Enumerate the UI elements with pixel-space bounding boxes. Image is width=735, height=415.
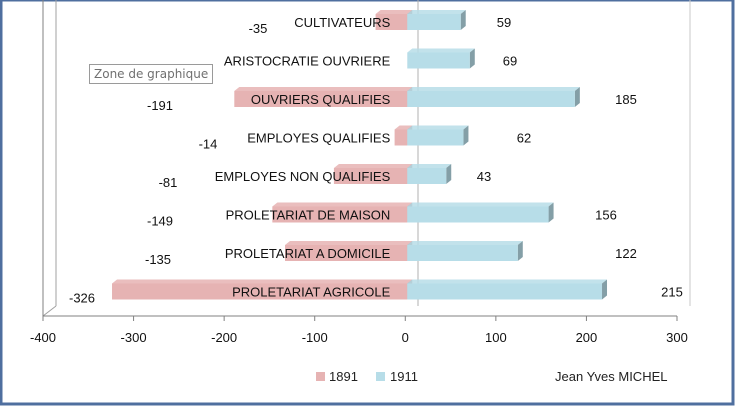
legend-swatch-1891 — [316, 372, 325, 381]
author-credit: Jean Yves MICHEL — [555, 369, 667, 384]
data-label-1891: -81 — [159, 175, 178, 190]
data-label-1911: 62 — [517, 131, 531, 146]
legend-label-1891: 1891 — [329, 369, 358, 384]
data-label-1891: -35 — [249, 21, 268, 36]
x-tick-label: 200 — [576, 330, 598, 345]
data-label-1891: -14 — [199, 137, 218, 152]
bar-1911 — [407, 87, 580, 107]
x-tick-label: -100 — [302, 330, 328, 345]
chart-area-tooltip: Zone de graphique — [89, 64, 214, 84]
category-label: PROLETARIAT DE MAISON — [226, 208, 391, 223]
data-label-1891: -135 — [145, 252, 171, 267]
x-tick-label: 300 — [666, 330, 688, 345]
bar-1911 — [407, 241, 523, 261]
legend-swatch-1911 — [376, 372, 385, 381]
category-label: EMPLOYES NON QUALIFIES — [215, 169, 391, 184]
data-label-1911: 156 — [595, 208, 617, 223]
floor-edge — [42, 305, 57, 317]
x-tick-label: 0 — [402, 330, 409, 345]
bar-1911 — [407, 10, 466, 30]
category-label: PROLETARIAT A DOMICILE — [225, 246, 391, 261]
bar-1891 — [112, 279, 413, 300]
category-label: OUVRIERS QUALIFIES — [251, 92, 391, 107]
category-label: PROLETARIAT AGRICOLE — [232, 285, 391, 300]
data-label-1891: -191 — [147, 98, 173, 113]
category-label: CULTIVATEURS — [294, 15, 390, 30]
bar-1911 — [407, 202, 554, 223]
category-label: ARISTOCRATIE OUVRIERE — [224, 54, 391, 69]
data-label-1891: -326 — [69, 291, 95, 306]
data-label-1911: 69 — [503, 54, 517, 69]
x-tick-label: -200 — [211, 330, 237, 345]
bar-1911 — [407, 125, 469, 146]
x-tick-label: -400 — [30, 330, 56, 345]
x-tick-label: -300 — [121, 330, 147, 345]
bar-1911 — [407, 164, 452, 184]
category-label: EMPLOYES QUALIFIES — [247, 131, 390, 146]
data-label-1911: 59 — [497, 15, 511, 30]
data-label-1911: 43 — [477, 169, 491, 184]
legend: 1891 1911 — [316, 369, 418, 384]
x-tick-label: 100 — [485, 330, 507, 345]
data-label-1891: -149 — [147, 214, 173, 229]
bar-1911 — [407, 279, 608, 300]
legend-label-1911: 1911 — [390, 369, 418, 384]
bar-1911 — [407, 48, 475, 69]
data-label-1911: 215 — [661, 285, 683, 300]
data-label-1911: 185 — [615, 92, 637, 107]
data-label-1911: 122 — [615, 246, 637, 261]
